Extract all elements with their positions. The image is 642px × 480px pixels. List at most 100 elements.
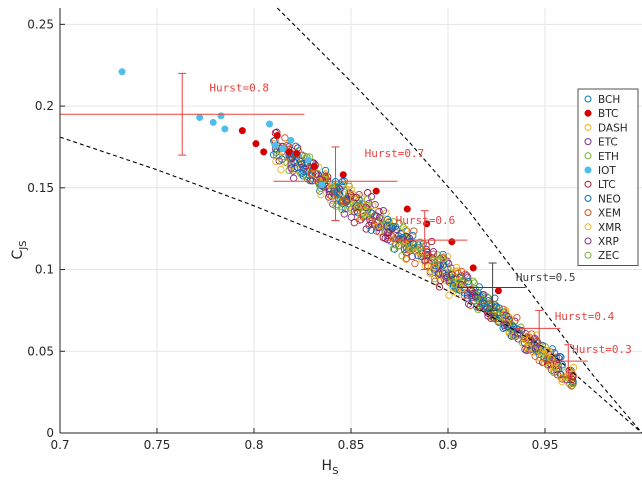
marker-etc: [325, 193, 333, 201]
marker-xmr: [558, 378, 566, 386]
marker-xem: [429, 250, 438, 258]
marker-bch: [556, 352, 564, 361]
x-axis-label: HS: [322, 458, 339, 477]
marker-eth: [459, 276, 468, 284]
y-tick-label: 0.05: [27, 344, 54, 358]
marker-xem: [513, 313, 521, 322]
legend-label-neo: NEO: [598, 193, 621, 205]
marker-dash: [426, 269, 434, 277]
legend-label-zec: ZEC: [598, 250, 619, 262]
marker-neo: [269, 151, 278, 159]
marker-zec: [433, 256, 442, 264]
marker-etc: [435, 269, 443, 277]
marker-xem: [460, 292, 468, 300]
marker-bch: [298, 169, 306, 177]
marker-etc: [514, 329, 522, 337]
marker-btc: [403, 205, 411, 213]
marker-xrp: [367, 193, 376, 201]
marker-bch: [504, 313, 512, 321]
hurst-marker: Hurst=0.6: [385, 210, 468, 271]
legend-marker-btc: [584, 109, 592, 117]
marker-bch: [474, 288, 482, 297]
marker-xem: [342, 198, 350, 206]
marker-zec: [469, 277, 477, 285]
hurst-marker: Hurst=0.4: [515, 309, 615, 344]
legend: BCH BTC DASH ETC ETH IOT LTC NEO XEM XMR XRP ZEC: [577, 88, 639, 266]
marker-ltc: [435, 283, 444, 291]
marker-etc: [347, 213, 355, 221]
marker-zec: [517, 323, 525, 331]
marker-iot: [279, 145, 287, 153]
marker-ltc: [568, 375, 576, 383]
marker-xem: [410, 227, 418, 235]
hurst-marker: Hurst=0.8: [60, 72, 305, 156]
marker-btc: [310, 163, 318, 171]
hurst-marker: Hurst=0.3: [550, 343, 632, 378]
upper-boundary-curve: [276, 7, 642, 434]
marker-xmr: [445, 291, 453, 299]
marker-xrp: [287, 164, 295, 172]
marker-btc: [273, 132, 281, 139]
legend-marker-eth: [584, 152, 592, 160]
tick-labels: 0.7 0.75 0.8 0.85 0.9 0.95 0 0.05 0.1 0.15 0.2 0.25: [27, 17, 558, 452]
marker-xrp: [394, 232, 403, 240]
marker-xem: [431, 277, 439, 285]
hurst-marker: Hurst=0.5: [457, 262, 576, 311]
legend-label-iot: IOT: [598, 165, 616, 177]
legend-label-xem: XEM: [598, 208, 621, 220]
marker-iot: [318, 181, 326, 189]
marker-ltc: [347, 191, 356, 200]
marker-btc: [260, 148, 268, 156]
marker-dash: [385, 217, 393, 226]
hurst-marker: Hurst=0.7: [273, 146, 424, 221]
marker-etc: [468, 292, 476, 300]
y-tick-label: 0.2: [35, 99, 54, 113]
marker-neo: [292, 142, 300, 150]
marker-etc: [423, 252, 431, 260]
legend-marker-bch: [584, 95, 592, 103]
marker-neo: [389, 222, 397, 231]
legend-label-bch: BCH: [598, 94, 620, 106]
marker-xmr: [376, 222, 384, 230]
hurst-label: Hurst=0.5: [516, 271, 576, 284]
marker-etc: [336, 185, 344, 193]
marker-dash: [356, 213, 365, 221]
marker-xem: [422, 241, 430, 250]
marker-etc: [457, 281, 465, 289]
marker-xem: [495, 318, 503, 327]
marker-xmr: [545, 347, 553, 355]
marker-neo: [367, 226, 375, 234]
hurst-label: Hurst=0.3: [572, 343, 632, 356]
marker-eth: [358, 209, 367, 217]
marker-ltc: [385, 228, 393, 237]
marker-neo: [479, 298, 487, 306]
marker-xem: [558, 375, 566, 383]
marker-xmr: [432, 260, 440, 268]
hurst-markers: Hurst=0.8 Hurst=0.7 Hurst=0.6 Hurst=0.5 Hurs…: [60, 72, 632, 378]
legend-marker-xrp: [584, 237, 592, 245]
marker-xem: [368, 216, 377, 225]
marker-etc: [375, 223, 383, 231]
legend-label-xrp: XRP: [598, 236, 619, 248]
x-tick-label: 0.75: [144, 438, 171, 452]
y-tick-label: 0.1: [35, 263, 54, 277]
marker-xem: [307, 170, 315, 178]
x-tick-label: 0.85: [338, 438, 365, 452]
marker-bch: [397, 230, 405, 238]
marker-iot: [287, 136, 295, 144]
marker-etc: [479, 291, 487, 299]
marker-etc: [307, 176, 315, 184]
marker-xem: [499, 305, 507, 314]
marker-bch: [483, 303, 491, 312]
marker-ltc: [352, 193, 360, 202]
axis-labels: HS CJS: [10, 240, 338, 477]
marker-etc: [408, 252, 416, 261]
marker-etc: [379, 207, 388, 215]
hurst-label: Hurst=0.8: [209, 81, 269, 94]
marker-neo: [321, 166, 330, 175]
y-axis-label: CJS: [10, 240, 29, 259]
x-tick-label: 0.95: [532, 438, 559, 452]
marker-xmr: [322, 170, 330, 178]
